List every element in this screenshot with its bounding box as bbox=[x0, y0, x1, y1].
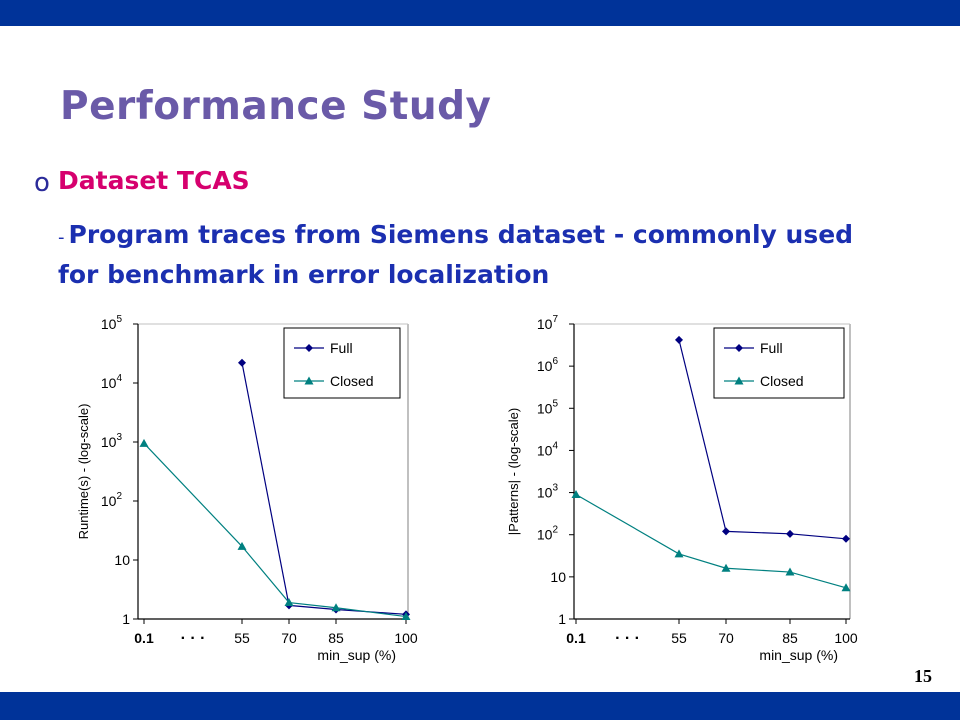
runtime-chart: 1 10 102 103 104 105 0.1 55 70 85 100 · · · Runtime(… bbox=[76, 314, 418, 663]
x-axis-ellipsis: · · · bbox=[615, 630, 640, 647]
data-point-full bbox=[675, 335, 683, 344]
patterns-chart: 1 10 102 103 104 105 106 107 0.1 55 70 85 100 · · · |P… bbox=[506, 314, 858, 663]
y-tick-label: 102 bbox=[101, 491, 123, 509]
data-point-closed bbox=[284, 598, 294, 607]
data-point-closed bbox=[721, 563, 731, 572]
x-axis-title: min_sup (%) bbox=[317, 647, 396, 663]
x-tick-label: 70 bbox=[281, 630, 297, 646]
top-bar bbox=[0, 0, 960, 26]
data-point-closed bbox=[139, 438, 149, 447]
data-point-closed bbox=[237, 541, 247, 550]
sub-dash: - bbox=[58, 227, 65, 248]
legend-box bbox=[713, 327, 845, 399]
y-tick-label: 102 bbox=[537, 525, 559, 543]
legend-box bbox=[283, 327, 401, 399]
data-point-full bbox=[842, 534, 850, 543]
data-point-closed bbox=[674, 549, 684, 558]
sub-bullet-text: Program traces from Siemens dataset - co… bbox=[58, 220, 854, 289]
data-point-closed bbox=[401, 612, 411, 621]
page-number: 15 bbox=[914, 666, 932, 686]
legend-label: Full bbox=[330, 340, 353, 356]
series-line-full bbox=[678, 339, 847, 540]
data-point-closed bbox=[331, 603, 341, 612]
y-tick-label: 104 bbox=[101, 373, 123, 391]
y-tick-label: 10 bbox=[114, 552, 130, 568]
y-tick-label: 105 bbox=[101, 314, 123, 332]
bullet-dataset: Dataset TCAS bbox=[58, 166, 250, 195]
data-point-full bbox=[722, 527, 730, 536]
y-tick-label: 106 bbox=[537, 356, 559, 374]
data-point-closed bbox=[841, 583, 851, 592]
x-tick-label: 55 bbox=[671, 630, 687, 646]
legend-label: Closed bbox=[330, 373, 374, 389]
x-tick-label: 0.1 bbox=[566, 630, 586, 646]
x-tick-label: 100 bbox=[834, 630, 858, 646]
x-tick-label: 55 bbox=[234, 630, 250, 646]
x-tick-label: 85 bbox=[328, 630, 344, 646]
data-point-closed bbox=[571, 489, 581, 498]
legend-label: Closed bbox=[760, 373, 804, 389]
slide-title: Performance Study bbox=[60, 84, 492, 129]
y-tick-label: 105 bbox=[537, 398, 559, 416]
y-axis-title: |Patterns| - (log-scale) bbox=[506, 408, 521, 535]
x-tick-label: 85 bbox=[782, 630, 798, 646]
x-axis-ellipsis: · · · bbox=[181, 630, 206, 647]
x-axis-title: min_sup (%) bbox=[759, 647, 838, 663]
y-tick-label: 10 bbox=[550, 569, 566, 585]
y-tick-label: 103 bbox=[101, 432, 123, 450]
data-point-full bbox=[786, 529, 794, 538]
y-tick-label: 104 bbox=[537, 440, 559, 458]
legend-marker bbox=[734, 376, 744, 385]
y-tick-label: 107 bbox=[537, 314, 559, 332]
x-tick-label: 0.1 bbox=[134, 630, 154, 646]
y-axis-title: Runtime(s) - (log-scale) bbox=[76, 404, 91, 540]
legend-marker bbox=[304, 376, 314, 385]
legend-label: Full bbox=[760, 340, 783, 356]
y-tick-label: 1 bbox=[122, 611, 130, 627]
x-tick-label: 70 bbox=[718, 630, 734, 646]
y-tick-label: 103 bbox=[537, 483, 559, 501]
legend-marker bbox=[735, 344, 743, 352]
legend-marker bbox=[305, 344, 313, 352]
data-point-full bbox=[238, 358, 246, 367]
bullet-marker: o bbox=[34, 168, 50, 198]
sub-bullet: - Program traces from Siemens dataset - c… bbox=[58, 216, 898, 293]
x-tick-label: 100 bbox=[394, 630, 418, 646]
series-line-closed bbox=[143, 442, 407, 618]
series-line-closed bbox=[575, 493, 847, 589]
y-tick-label: 1 bbox=[558, 611, 566, 627]
bottom-bar bbox=[0, 692, 960, 720]
data-point-closed bbox=[785, 567, 795, 576]
